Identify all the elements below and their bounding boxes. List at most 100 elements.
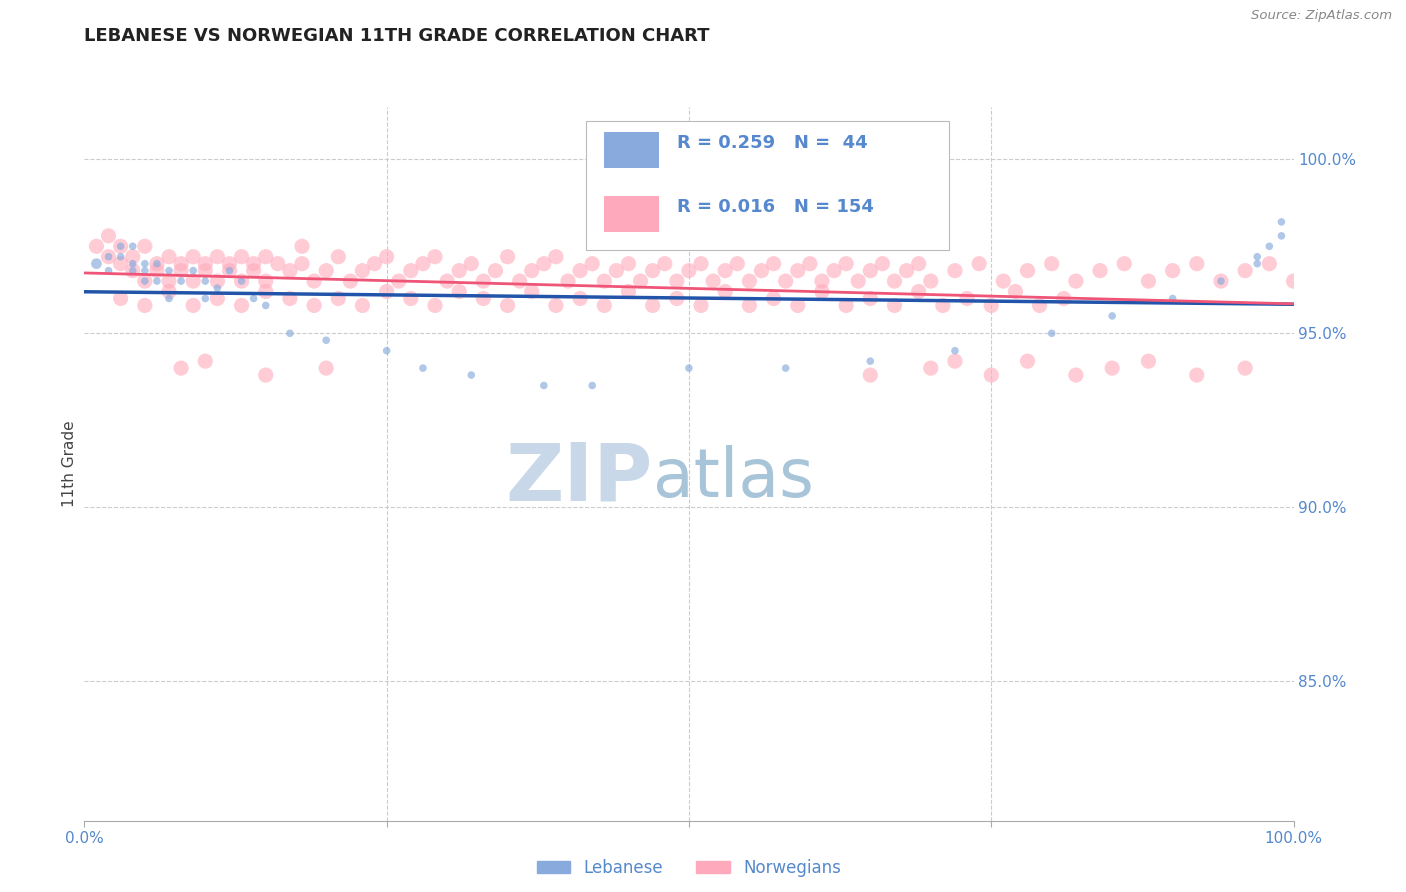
Point bbox=[835, 257, 858, 271]
Point bbox=[1246, 250, 1268, 264]
Point bbox=[134, 257, 156, 271]
Point bbox=[181, 274, 204, 288]
Point bbox=[738, 298, 761, 312]
Point bbox=[1161, 263, 1184, 277]
Point bbox=[690, 298, 713, 312]
Point bbox=[859, 292, 882, 306]
Point bbox=[943, 263, 966, 277]
Point bbox=[86, 257, 108, 271]
Point bbox=[170, 274, 193, 288]
Point bbox=[775, 274, 797, 288]
Point bbox=[1004, 285, 1026, 299]
Point bbox=[1088, 263, 1111, 277]
Point bbox=[121, 263, 143, 277]
Point bbox=[956, 292, 979, 306]
Point bbox=[678, 263, 700, 277]
Point bbox=[207, 281, 229, 295]
Point bbox=[302, 274, 325, 288]
Point bbox=[242, 263, 264, 277]
Point bbox=[231, 250, 253, 264]
Point bbox=[472, 292, 495, 306]
Point bbox=[134, 274, 156, 288]
Point bbox=[352, 298, 374, 312]
Point bbox=[146, 257, 169, 271]
Point bbox=[859, 354, 882, 368]
Point bbox=[799, 257, 821, 271]
Point bbox=[846, 274, 869, 288]
Point bbox=[97, 250, 120, 264]
Point bbox=[254, 274, 277, 288]
Point bbox=[218, 263, 240, 277]
Point bbox=[920, 361, 942, 376]
Point bbox=[520, 263, 543, 277]
Point bbox=[352, 263, 374, 277]
Point bbox=[509, 274, 531, 288]
Point bbox=[231, 274, 253, 288]
Point bbox=[207, 250, 229, 264]
Point bbox=[943, 354, 966, 368]
Point bbox=[97, 263, 120, 277]
Point bbox=[254, 298, 277, 312]
Point bbox=[146, 274, 169, 288]
Point bbox=[207, 274, 229, 288]
Point bbox=[920, 274, 942, 288]
Point bbox=[157, 274, 180, 288]
Point bbox=[278, 263, 301, 277]
Point bbox=[665, 292, 688, 306]
Point bbox=[121, 239, 143, 253]
Text: atlas: atlas bbox=[652, 445, 814, 511]
Point bbox=[641, 298, 664, 312]
Point bbox=[544, 250, 567, 264]
Point bbox=[714, 285, 737, 299]
Bar bbox=[586, 121, 949, 250]
Point bbox=[375, 343, 398, 358]
Point bbox=[1114, 257, 1136, 271]
Point bbox=[207, 292, 229, 306]
Point bbox=[254, 285, 277, 299]
Point bbox=[110, 292, 132, 306]
Point bbox=[1209, 274, 1232, 288]
Point bbox=[1258, 239, 1281, 253]
Point bbox=[170, 263, 193, 277]
Point bbox=[907, 285, 929, 299]
Point bbox=[883, 274, 905, 288]
Point bbox=[1040, 326, 1063, 341]
Point bbox=[1161, 292, 1184, 306]
Legend: Lebanese, Norwegians: Lebanese, Norwegians bbox=[530, 853, 848, 884]
Point bbox=[278, 292, 301, 306]
Point bbox=[254, 368, 277, 382]
Point bbox=[194, 292, 217, 306]
Point bbox=[134, 263, 156, 277]
Point bbox=[97, 250, 120, 264]
Point bbox=[943, 343, 966, 358]
Point bbox=[339, 274, 361, 288]
Point bbox=[412, 257, 434, 271]
Point bbox=[786, 263, 808, 277]
Point bbox=[665, 274, 688, 288]
Point bbox=[1185, 368, 1208, 382]
Point bbox=[181, 298, 204, 312]
Y-axis label: 11th Grade: 11th Grade bbox=[62, 420, 77, 508]
Point bbox=[544, 298, 567, 312]
Text: R = 0.259   N =  44: R = 0.259 N = 44 bbox=[676, 134, 868, 152]
Point bbox=[134, 298, 156, 312]
Point bbox=[218, 257, 240, 271]
Point bbox=[231, 298, 253, 312]
Point bbox=[581, 257, 603, 271]
Point bbox=[496, 298, 519, 312]
Point bbox=[170, 257, 193, 271]
Point bbox=[363, 257, 385, 271]
Point bbox=[121, 257, 143, 271]
Point bbox=[157, 292, 180, 306]
Point bbox=[907, 257, 929, 271]
Point bbox=[1028, 298, 1050, 312]
Point bbox=[738, 274, 761, 288]
Point bbox=[1101, 309, 1123, 323]
Point bbox=[449, 263, 471, 277]
Point bbox=[593, 274, 616, 288]
Point bbox=[375, 285, 398, 299]
Point bbox=[1101, 361, 1123, 376]
Point bbox=[533, 378, 555, 392]
Point bbox=[267, 257, 290, 271]
Point bbox=[811, 274, 834, 288]
